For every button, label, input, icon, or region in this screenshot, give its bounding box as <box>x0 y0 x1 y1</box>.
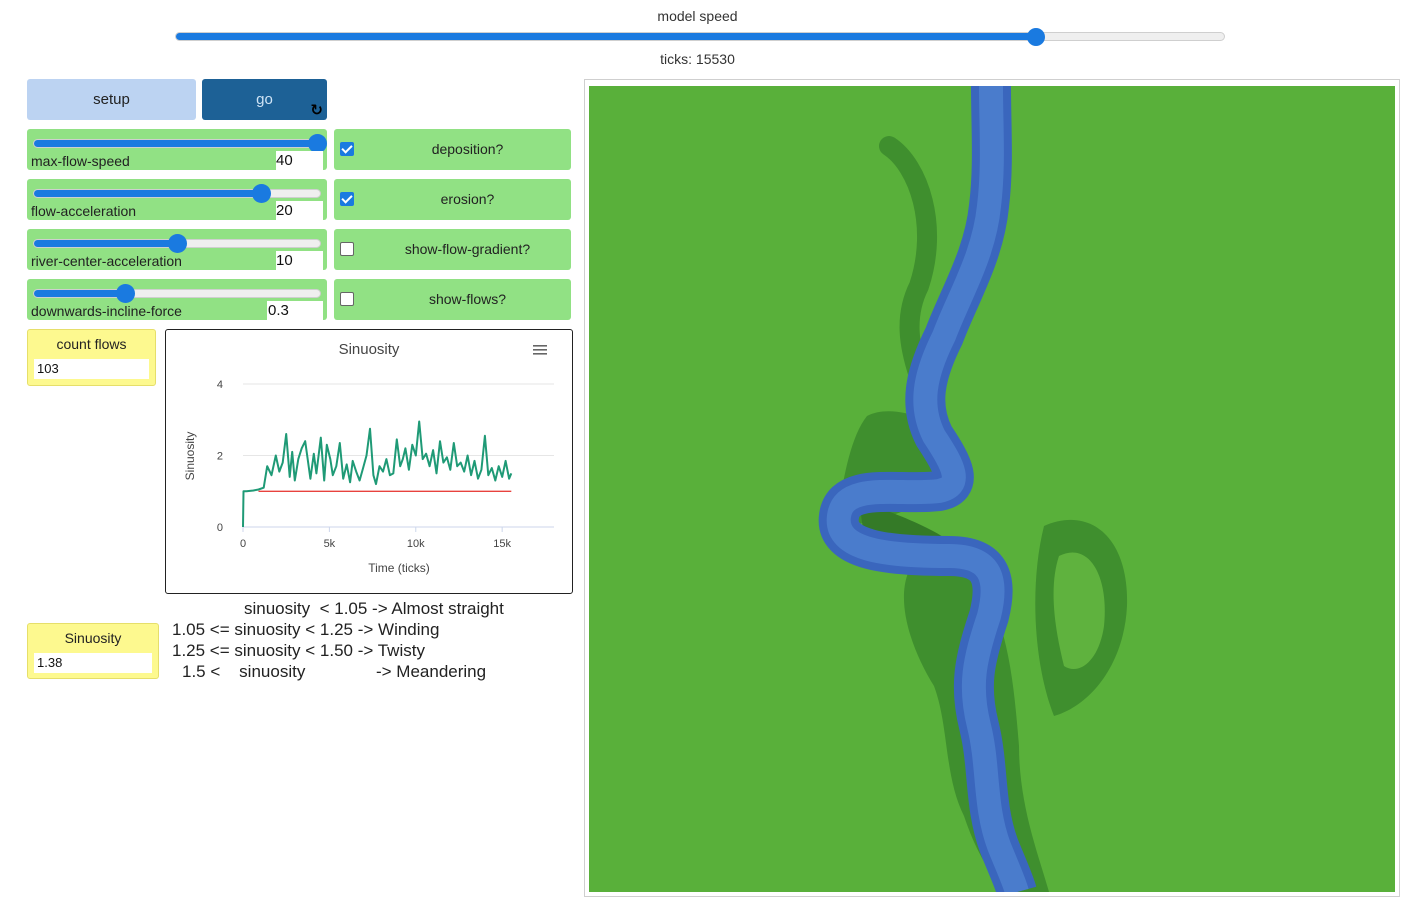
slider-thumb[interactable] <box>168 234 187 253</box>
x-tick-label: 5k <box>324 538 336 550</box>
chart-title: Sinuosity <box>339 341 400 358</box>
y-tick-label: 4 <box>217 379 223 391</box>
river-map <box>818 86 1128 892</box>
slider-thumb[interactable] <box>116 284 136 303</box>
y-tick-label: 0 <box>217 522 223 534</box>
slider-flow-acceleration[interactable]: flow-acceleration 20 <box>27 179 327 220</box>
switch-label: show-flow-gradient? <box>404 241 531 257</box>
switch-label: show-flows? <box>428 291 507 307</box>
switch-show-flows[interactable]: show-flows? <box>334 279 571 320</box>
slider-value[interactable]: 20 <box>276 201 323 220</box>
world-view[interactable] <box>589 86 1395 892</box>
slider-downwards-incline-force[interactable]: downwards-incline-force 0.3 <box>27 279 327 320</box>
slider-track[interactable] <box>33 189 321 198</box>
checkbox[interactable] <box>340 242 354 256</box>
checkbox[interactable] <box>340 142 354 156</box>
slider-value[interactable]: 40 <box>276 151 323 170</box>
model-speed-fill <box>176 33 1036 40</box>
x-tick-label: 15k <box>493 538 511 550</box>
monitor-count-flows: count flows 103 <box>27 329 156 386</box>
note-twisty: 1.25 <= sinuosity < 1.50 -> Twisty <box>172 641 425 660</box>
monitor-value: 103 <box>34 359 149 379</box>
bank-area <box>1053 552 1105 670</box>
slider-value[interactable]: 10 <box>276 251 323 270</box>
monitor-title: count flows <box>56 336 127 352</box>
sinuosity-plot: Sinuosity 0 2 4 0 5k 10k 15k Time (ticks) Sinuosi… <box>165 329 573 594</box>
slider-thumb[interactable] <box>308 134 327 153</box>
model-speed-slider-thumb[interactable] <box>1027 28 1045 46</box>
switch-deposition[interactable]: deposition? <box>334 129 571 170</box>
switch-show-flow-gradient[interactable]: show-flow-gradient? <box>334 229 571 270</box>
switch-label: erosion? <box>440 191 495 207</box>
monitor-title: Sinuosity <box>64 630 122 646</box>
setup-button[interactable]: setup <box>27 79 196 120</box>
slider-fill <box>34 140 320 147</box>
slider-river-center-acceleration[interactable]: river-center-acceleration 10 <box>27 229 327 270</box>
model-speed-slider-track[interactable] <box>175 32 1225 41</box>
note-meandering-result: -> Meandering <box>376 662 487 681</box>
switch-erosion[interactable]: erosion? <box>334 179 571 220</box>
slider-track[interactable] <box>33 289 321 298</box>
model-speed-label: model speed <box>657 8 738 24</box>
hamburger-menu-icon-bar <box>533 349 547 351</box>
slider-max-flow-speed[interactable]: max-flow-speed 40 <box>27 129 327 170</box>
forever-icon: ↻ <box>310 102 323 119</box>
x-tick-label: 10k <box>407 538 425 550</box>
slider-fill <box>34 240 177 247</box>
note-meandering-condition: 1.5 < sinuosity <box>182 662 306 681</box>
slider-track[interactable] <box>33 139 321 148</box>
slider-label: downwards-incline-force <box>31 303 182 319</box>
x-axis-label: Time (ticks) <box>368 561 430 575</box>
go-button[interactable]: go ↻ <box>202 79 327 120</box>
bank-area <box>879 136 937 386</box>
note-winding: 1.05 <= sinuosity < 1.25 -> Winding <box>172 620 440 639</box>
slider-fill <box>34 190 260 197</box>
ticks-counter: ticks: 15530 <box>660 51 735 67</box>
monitor-value: 1.38 <box>34 653 152 673</box>
slider-label: flow-acceleration <box>31 203 137 219</box>
series-line-0 <box>242 420 513 528</box>
slider-fill <box>34 290 126 297</box>
slider-label: river-center-acceleration <box>31 253 182 269</box>
slider-label: max-flow-speed <box>31 153 130 169</box>
y-tick-label: 2 <box>217 451 223 463</box>
monitor-sinuosity: Sinuosity 1.38 <box>27 623 159 679</box>
river-water <box>826 86 1029 892</box>
hamburger-menu-icon-bar <box>533 345 547 347</box>
world-view-frame <box>584 79 1400 897</box>
checkbox[interactable] <box>340 292 354 306</box>
slider-thumb[interactable] <box>251 184 271 203</box>
checkbox[interactable] <box>340 192 354 206</box>
x-tick-label: 0 <box>240 538 246 550</box>
hamburger-menu-icon-bar <box>533 353 547 355</box>
slider-value[interactable]: 0.3 <box>267 301 323 320</box>
note-almost-straight: sinuosity < 1.05 -> Almost straight <box>244 599 504 618</box>
switch-label: deposition? <box>431 141 504 157</box>
sinuosity-plot-svg: Sinuosity 0 2 4 0 5k 10k 15k Time (ticks) Sinuosi… <box>183 341 554 575</box>
y-axis-label: Sinuosity <box>183 432 197 481</box>
go-button-label: go <box>256 91 273 108</box>
